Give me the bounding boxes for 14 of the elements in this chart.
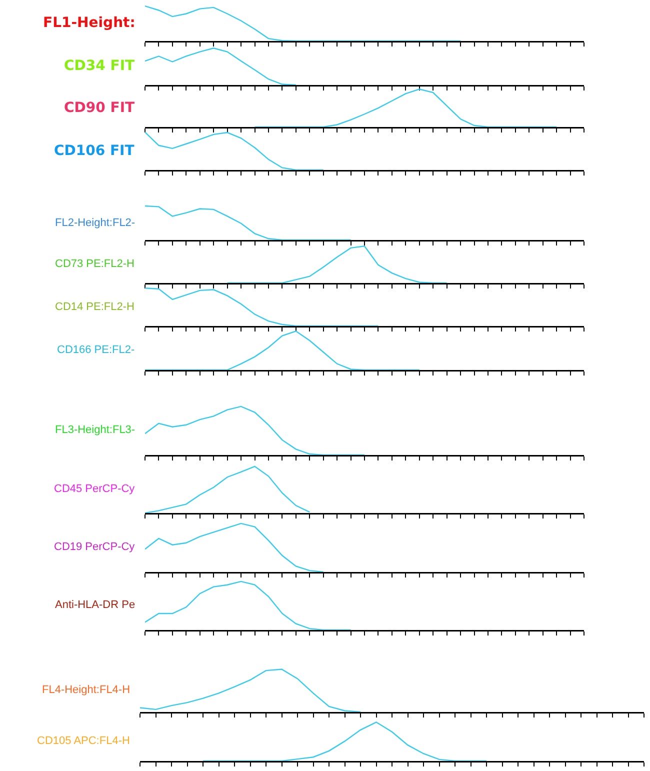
text: CD105 APC:FL4-H — [37, 735, 130, 747]
text: CD14 PE:FL2-H — [55, 301, 135, 313]
text: CD34 FIT — [64, 58, 136, 74]
text: CD45 PerCP-Cy — [54, 483, 136, 495]
text: FL3-Height:FL3- — [55, 424, 136, 436]
text: CD19 PerCP-Cy — [54, 541, 136, 553]
text: FL1-Height: — [43, 15, 136, 31]
text: CD73 PE:FL2-H — [55, 258, 135, 270]
text: FL2-Height:FL2- — [55, 217, 136, 229]
text: FL4-Height:FL4-H — [42, 684, 130, 696]
text: CD166 PE:FL2- — [57, 344, 135, 356]
text: Anti-HLA-DR Pe — [55, 599, 136, 611]
text: CD90 FIT — [64, 100, 136, 116]
text: CD106 FIT — [54, 143, 135, 159]
